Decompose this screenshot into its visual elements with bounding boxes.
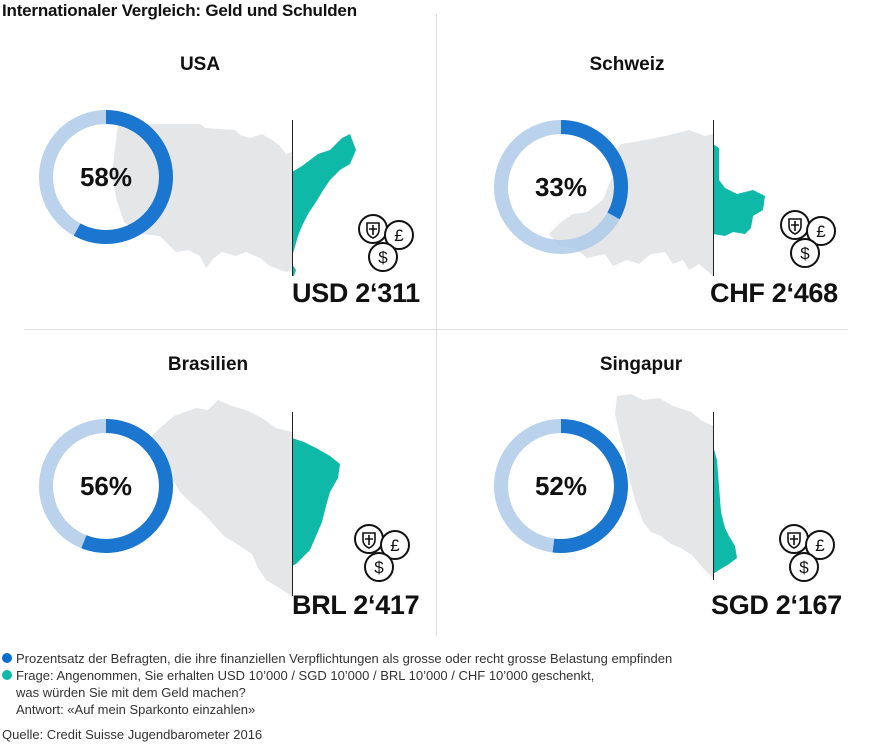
- savings-amount: SGD 2‘167: [711, 590, 842, 620]
- legend-dot-teal: [2, 670, 12, 680]
- svg-text:£: £: [816, 222, 826, 241]
- shield-icon: [779, 524, 809, 554]
- legend: Prozentsatz der Befragten, die ihre fina…: [2, 650, 672, 718]
- svg-text:$: $: [374, 558, 384, 577]
- shield-icon: [358, 214, 388, 244]
- panel-graphic: 56% £ $: [39, 400, 410, 596]
- donut-arc-percentage: [81, 419, 173, 553]
- svg-text:$: $: [378, 248, 388, 267]
- panel-graphic: 52% £ $: [494, 394, 835, 582]
- svg-text:£: £: [390, 536, 400, 555]
- panel-brasilien: Brasilien 56% £ $ BRL 2‘417: [0, 336, 430, 636]
- legend-text: Frage: Angenommen, Sie erhalten USD 10’0…: [16, 668, 595, 683]
- donut-arc-percentage: [73, 110, 173, 244]
- legend-item-percentage: Prozentsatz der Befragten, die ihre fina…: [2, 650, 672, 667]
- country-title: Brasilien: [167, 354, 249, 375]
- dollar-icon: $: [789, 552, 819, 582]
- savings-region: [713, 446, 737, 574]
- savings-region: [292, 134, 356, 256]
- horizontal-divider: [24, 329, 848, 330]
- country-map: [615, 394, 713, 578]
- money-icons: £ $: [780, 210, 836, 268]
- legend-text: Antwort: «Auf mein Sparkonto einzahlen»: [16, 702, 256, 717]
- percent-label: 58%: [80, 162, 132, 192]
- country-map: [148, 400, 292, 596]
- legend-dot-blue: [2, 653, 12, 663]
- savings-amount: USD 2‘311: [292, 278, 420, 308]
- money-icons: £ $: [358, 214, 414, 272]
- shield-icon: [780, 210, 810, 240]
- legend-text: was würden Sie mit dem Geld machen?: [16, 685, 246, 700]
- dollar-icon: $: [790, 238, 820, 268]
- dollar-icon: $: [368, 242, 398, 272]
- donut-arc-percentage: [560, 120, 628, 220]
- vertical-divider: [436, 14, 437, 636]
- source-note: Quelle: Credit Suisse Jugendbarometer 20…: [2, 727, 263, 742]
- pound-icon: £: [380, 530, 410, 560]
- percent-label: 56%: [80, 471, 132, 501]
- chart-title: Internationaler Vergleich: Geld und Schu…: [2, 1, 357, 20]
- panel-graphic: 58% £ $: [39, 110, 414, 276]
- panel-graphic: 33% £ $: [494, 120, 836, 276]
- percent-label: 33%: [535, 172, 587, 202]
- savings-region: [292, 438, 340, 566]
- pound-icon: £: [384, 220, 414, 250]
- donut-arc-percentage: [552, 419, 628, 553]
- savings-amount: CHF 2‘468: [710, 278, 838, 308]
- svg-text:$: $: [800, 244, 810, 263]
- svg-text:£: £: [394, 226, 404, 245]
- pound-icon: £: [805, 530, 835, 560]
- pound-icon: £: [806, 216, 836, 246]
- svg-text:$: $: [799, 558, 809, 577]
- panel-singapur: Singapur 52% £ $ SGD 2‘167: [437, 336, 867, 636]
- money-icons: £ $: [779, 524, 835, 582]
- svg-text:£: £: [815, 536, 825, 555]
- legend-item-savings: Frage: Angenommen, Sie erhalten USD 10’0…: [2, 667, 672, 718]
- country-title: Schweiz: [589, 54, 665, 75]
- country-map: [112, 124, 292, 272]
- panel-schweiz: Schweiz 33% £ $ CHF 2‘468: [437, 14, 867, 314]
- savings-region: [713, 144, 765, 236]
- dollar-icon: $: [364, 552, 394, 582]
- panel-usa: USA 58% £ $ USD 2‘311: [0, 14, 430, 314]
- legend-text: Prozentsatz der Befragten, die ihre fina…: [16, 651, 673, 666]
- percent-label: 52%: [535, 471, 587, 501]
- money-icons: £ $: [354, 524, 410, 582]
- shield-icon: [354, 524, 384, 554]
- country-map: [549, 130, 713, 276]
- country-title: Singapur: [599, 354, 683, 375]
- country-title: USA: [179, 54, 221, 75]
- savings-amount: BRL 2‘417: [292, 590, 420, 620]
